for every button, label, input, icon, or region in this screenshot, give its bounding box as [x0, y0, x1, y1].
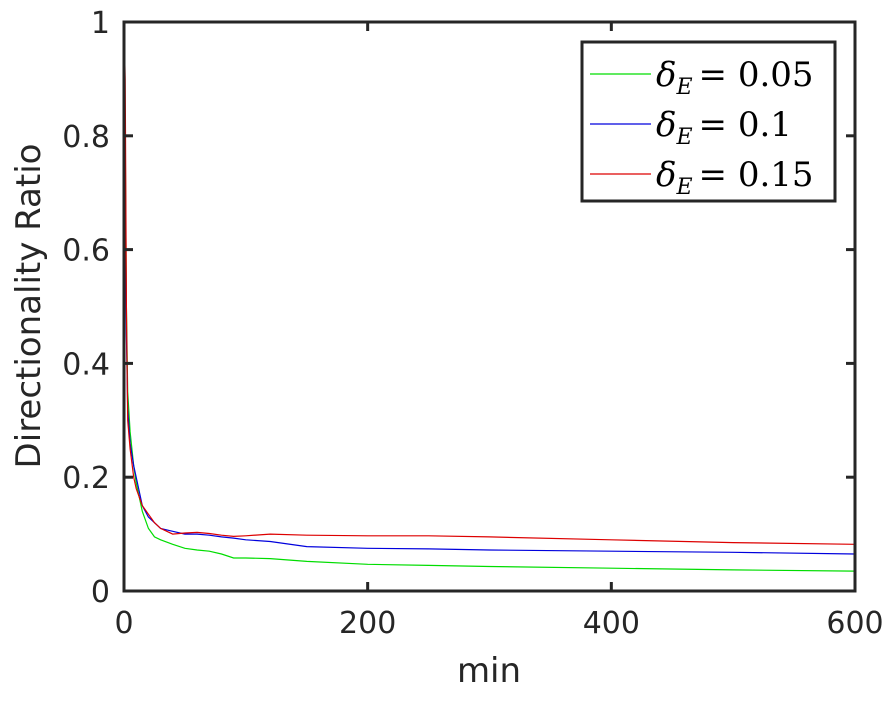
x-axis-label: min: [457, 651, 521, 691]
x-tick-label: 400: [583, 606, 640, 641]
series-lines: [123, 21, 856, 572]
y-tick-label: 0.6: [62, 234, 110, 269]
y-tick-label: 0.2: [62, 461, 110, 496]
y-tick-label: 0.8: [62, 120, 110, 155]
y-tick-label: 0: [91, 575, 110, 610]
legend-label-1: δE = 0.05: [656, 55, 814, 100]
y-axis-label: Directionality Ratio: [9, 144, 49, 469]
series-line-1: [123, 21, 856, 572]
axis-ticks: [122, 20, 857, 593]
series-line-2: [123, 21, 856, 555]
series-line-3: [123, 21, 856, 545]
y-tick-label: 0.4: [62, 347, 110, 382]
plot-area-frame: [122, 20, 857, 593]
x-tick-label: 600: [826, 606, 883, 641]
x-tick-label: 0: [114, 606, 133, 641]
legend-label-2: δE = 0.1: [656, 105, 792, 150]
tick-labels: 0 200 400 600 0 0.2 0.4 0.6 0.8 1: [62, 6, 883, 641]
legend-label-3: δE = 0.15: [656, 155, 814, 200]
legend: δE = 0.05 δE = 0.1 δE = 0.15: [580, 40, 837, 203]
x-tick-label: 200: [339, 606, 396, 641]
y-tick-label: 1: [91, 6, 110, 41]
